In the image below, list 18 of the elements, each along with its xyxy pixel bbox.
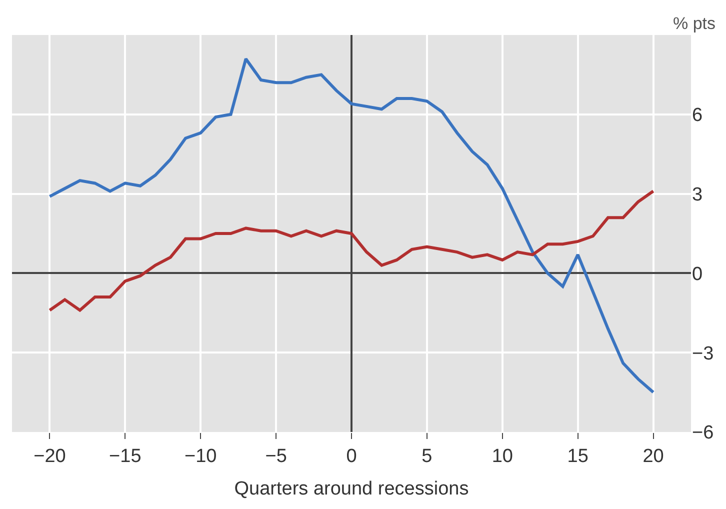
y-tick-label: 6: [692, 105, 703, 126]
line-series: [48, 190, 655, 312]
x-tick-label: 5: [422, 446, 432, 467]
x-tick-label: −20: [34, 446, 66, 467]
y-tick-label: 0: [692, 264, 703, 285]
x-tick-label: 20: [642, 446, 664, 467]
y-tick-label: −6: [692, 422, 714, 444]
x-tick-label: −5: [265, 446, 287, 467]
x-tick-label: 0: [346, 446, 357, 467]
y-tick-label: 3: [692, 184, 703, 206]
x-tick-label: −15: [109, 446, 142, 467]
x-axis-title: Quarters around recessions: [234, 478, 469, 500]
y-tick-label: −3: [692, 343, 714, 364]
x-tick-label: −10: [184, 446, 217, 467]
x-tick-label: 15: [567, 446, 588, 467]
line-series: [48, 57, 655, 394]
x-tick-label: 10: [492, 446, 513, 467]
text: % pts: [673, 14, 716, 33]
